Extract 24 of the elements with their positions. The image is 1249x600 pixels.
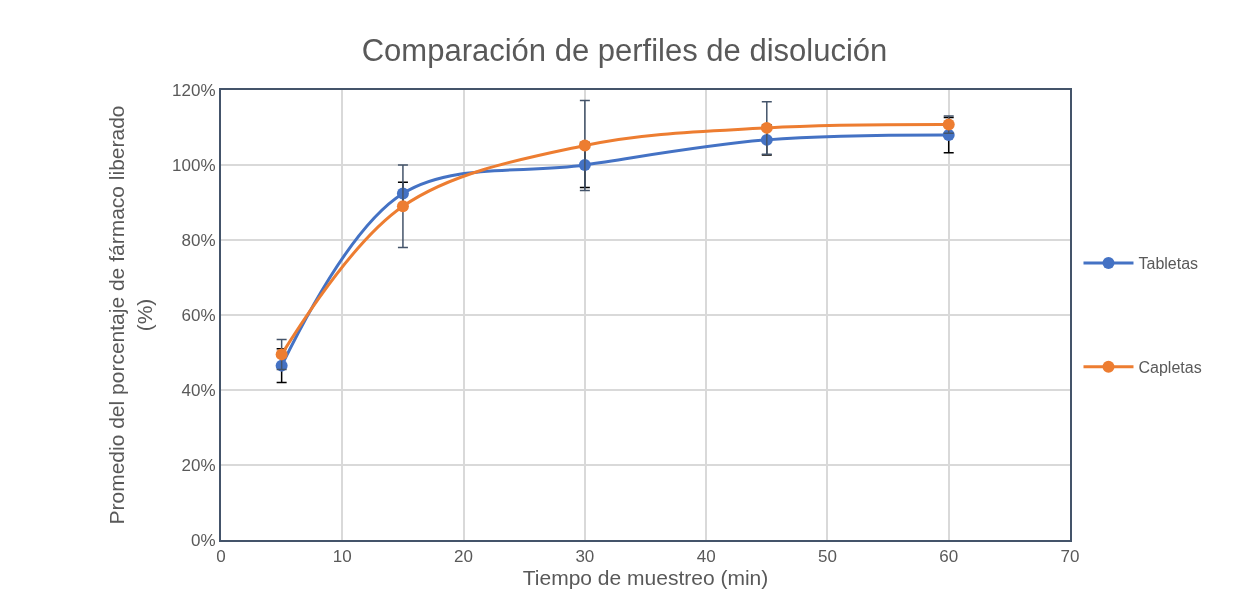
x-tick-label: 0 xyxy=(216,547,226,567)
y-tick-label: 120% xyxy=(172,80,216,100)
x-tick-label: 10 xyxy=(332,547,352,567)
point xyxy=(578,139,591,152)
legend-label: Tabletas xyxy=(1138,255,1199,273)
y-axis-title: Promedio del porcentaje de fármaco liberado (%) xyxy=(105,105,156,525)
x-tick-label: 60 xyxy=(939,547,959,567)
x-tick-label: 20 xyxy=(454,547,474,567)
x-tick-label: 30 xyxy=(575,547,595,567)
y-tick-label: 20% xyxy=(181,455,216,475)
point xyxy=(396,200,409,213)
point xyxy=(275,348,288,361)
x-tick-label: 70 xyxy=(1060,547,1080,567)
y-tick-label: 0% xyxy=(191,530,216,550)
legend-label: Capletas xyxy=(1138,358,1202,376)
y-tick-label: 100% xyxy=(172,155,216,175)
y-tick-label: 60% xyxy=(181,305,216,325)
y-tick-label: 40% xyxy=(181,380,216,400)
y-tick-label: 80% xyxy=(181,230,216,250)
x-axis-title: Tiempo de muestreo (min) xyxy=(522,566,769,590)
point xyxy=(760,121,773,134)
chart-title: Comparación de perfiles de disolución xyxy=(361,32,888,68)
x-tick-label: 40 xyxy=(696,547,716,567)
x-tick-label: 50 xyxy=(817,547,837,567)
